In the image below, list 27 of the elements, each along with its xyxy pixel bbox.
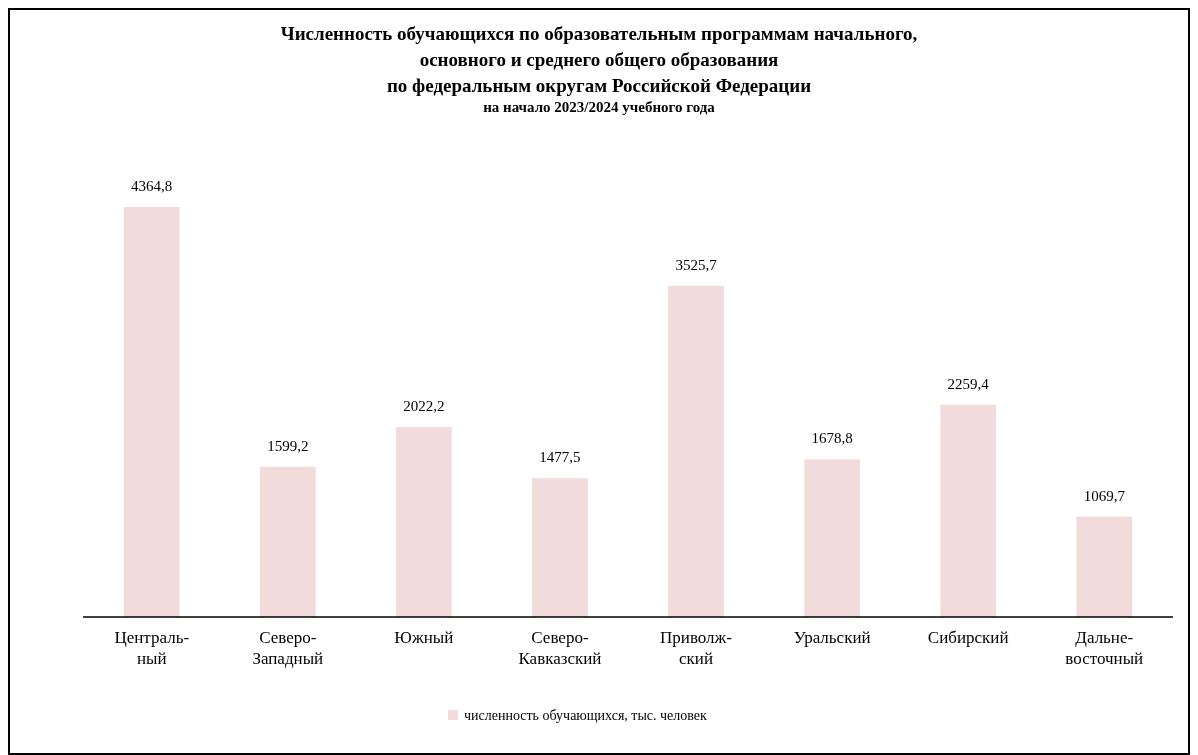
data-label: 2259,4	[947, 375, 990, 392]
bar	[1076, 516, 1133, 617]
x-tick-label: Сибирский	[927, 628, 1009, 647]
bar	[395, 427, 452, 617]
bar	[668, 285, 724, 617]
data-label: 1477,5	[539, 449, 581, 466]
bar	[804, 459, 861, 617]
legend-label: численность обучающихся, тыс. человек	[464, 708, 708, 723]
bar	[940, 404, 997, 617]
data-label: 1069,7	[1083, 487, 1126, 504]
x-tick-label: Централь- ный	[114, 628, 190, 668]
x-tick-label: Северо- Кавказский	[518, 628, 602, 668]
data-label: 2022,2	[403, 398, 445, 415]
chart-subtitle: на начало 2023/2024 учебного года	[483, 99, 716, 115]
x-tick-label: Южный	[394, 628, 454, 647]
data-label: 1678,8	[811, 430, 853, 447]
chart-title: Численность обучающихся по образовательным программам начального, основного и среднего общего образования по федеральным округам Российской Федерации	[280, 23, 918, 96]
bar	[123, 207, 180, 617]
x-tick-label: Северо- Западный	[252, 628, 324, 668]
x-tick-label: Уральский	[793, 628, 871, 647]
bar	[259, 466, 316, 617]
bar	[532, 478, 588, 617]
x-tick-label: Приволж- ский	[660, 628, 733, 668]
data-label: 3525,7	[675, 256, 718, 273]
data-label: 1599,2	[267, 437, 309, 454]
x-tick-label: Дальне- восточный	[1065, 628, 1144, 668]
data-label: 4364,8	[131, 178, 173, 194]
